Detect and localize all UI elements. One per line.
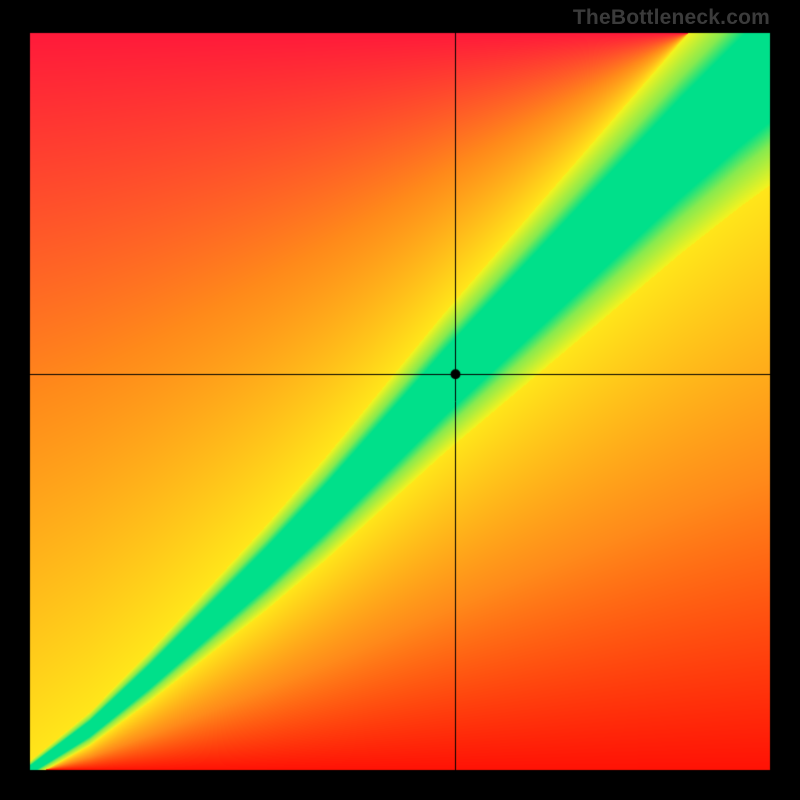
watermark-text: TheBottleneck.com — [573, 6, 770, 30]
chart-container: TheBottleneck.com — [0, 0, 800, 800]
bottleneck-heatmap — [0, 0, 800, 800]
